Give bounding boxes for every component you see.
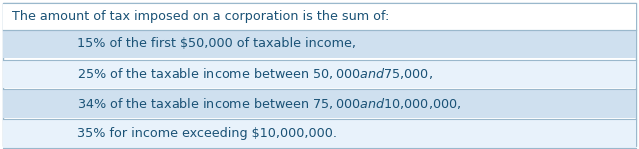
Bar: [3, 119, 636, 148]
Bar: [3, 89, 636, 118]
Bar: [3, 30, 636, 58]
Bar: [3, 60, 636, 88]
Text: 34% of the taxable income between $75,000 and $10,000,000,: 34% of the taxable income between $75,00…: [77, 96, 461, 111]
Text: 25% of the taxable income between $50,000 and $75,000,: 25% of the taxable income between $50,00…: [77, 66, 433, 81]
Bar: [3, 3, 636, 30]
Text: 15% of the first $50,000 of taxable income,: 15% of the first $50,000 of taxable inco…: [77, 37, 356, 51]
Text: 35% for income exceeding $10,000,000.: 35% for income exceeding $10,000,000.: [77, 127, 337, 140]
Text: The amount of tax imposed on a corporation is the sum of:: The amount of tax imposed on a corporati…: [12, 10, 389, 23]
